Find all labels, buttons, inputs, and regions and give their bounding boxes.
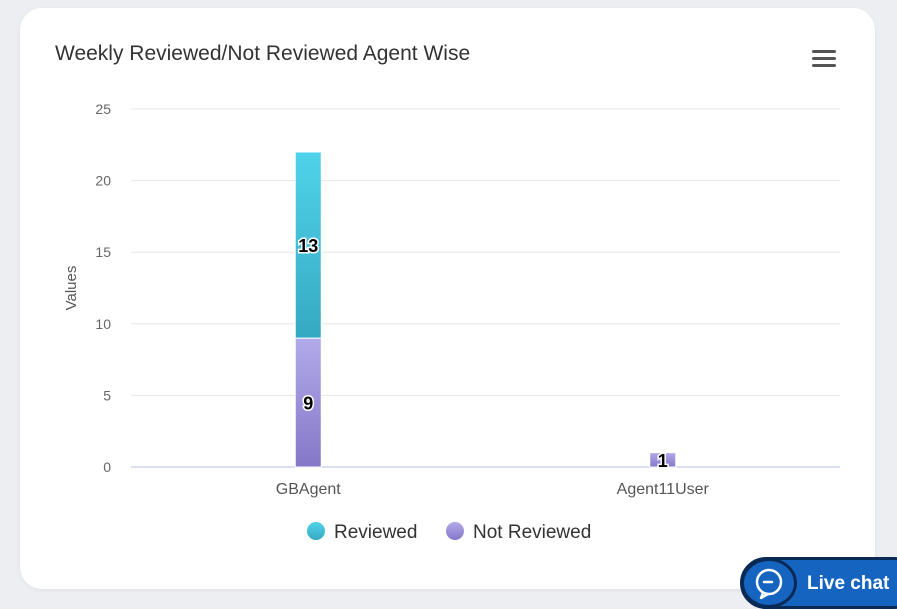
chat-bubble-icon (741, 558, 797, 608)
legend-marker-reviewed (307, 522, 325, 540)
y-tick-label: 10 (95, 316, 111, 332)
y-tick-label: 15 (95, 244, 111, 260)
y-tick-label: 5 (103, 387, 111, 403)
bar-not-reviewed (649, 452, 677, 468)
y-tick-label: 20 (95, 173, 111, 189)
live-chat-button[interactable]: Live chat (740, 557, 897, 609)
chart-title: Weekly Reviewed/Not Reviewed Agent Wise (55, 42, 471, 65)
x-category-label: Agent11User (617, 481, 710, 498)
data-label: 1 (658, 451, 668, 471)
legend-marker-not-reviewed (446, 522, 464, 540)
y-axis-label: Values (63, 266, 80, 311)
menu-line (812, 50, 836, 53)
data-label: 13 (298, 236, 318, 256)
chart-card: Weekly Reviewed/Not Reviewed Agent Wise (20, 8, 875, 589)
live-chat-label: Live chat (807, 573, 890, 594)
y-tick-label: 0 (103, 459, 111, 475)
hamburger-menu-icon[interactable] (812, 50, 836, 70)
bar-not-reviewed (294, 337, 322, 468)
bar-reviewed (294, 151, 322, 339)
y-tick-label: 25 (95, 101, 111, 117)
legend-label: Reviewed (334, 522, 417, 543)
data-label: 9 (303, 394, 313, 414)
legend-label: Not Reviewed (473, 522, 591, 543)
menu-line (812, 64, 836, 67)
menu-line (812, 57, 836, 60)
x-category-label: GBAgent (276, 481, 341, 498)
